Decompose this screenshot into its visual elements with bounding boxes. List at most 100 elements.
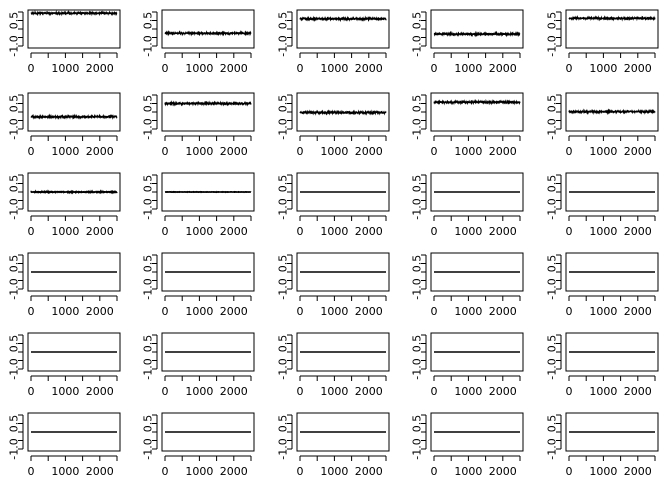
x-tick-label: 1000 (185, 62, 213, 75)
y-tick-label: 0.5 (546, 175, 559, 193)
panel-5: 0 1000 2000 -1.0 0.5 (546, 9, 659, 75)
plot-frame (565, 92, 659, 132)
y-tick-label: -1.0 (277, 198, 290, 219)
plot-frame (27, 252, 121, 292)
x-tick-label: 2000 (489, 385, 517, 398)
y-tick-label: -1.0 (142, 358, 155, 379)
y-tick-label: 0.5 (411, 335, 424, 353)
plot-frame (27, 332, 121, 372)
x-tick-label: 0 (431, 465, 438, 478)
y-tick-label: -1.0 (142, 35, 155, 56)
x-tick-label: 0 (566, 305, 573, 318)
x-tick-label: 0 (162, 225, 169, 238)
y-tick-label: -1.0 (546, 35, 559, 56)
x-tick-label: 0 (431, 145, 438, 158)
x-tick-label: 2000 (624, 465, 652, 478)
y-tick-label: 0.5 (411, 12, 424, 30)
x-tick-label: 0 (162, 385, 169, 398)
x-tick-label: 1000 (51, 465, 79, 478)
plot-frame (161, 9, 255, 49)
panel-17: 0 1000 2000 -1.0 0.5 (142, 252, 255, 318)
plot-frame (296, 412, 390, 452)
x-tick-label: 0 (566, 385, 573, 398)
x-tick-label: 2000 (86, 305, 114, 318)
x-tick-label: 1000 (589, 385, 617, 398)
y-tick-label: -1.0 (546, 198, 559, 219)
y-tick-label: -1.0 (277, 118, 290, 139)
y-tick-label: 0.5 (546, 415, 559, 433)
plot-frame (430, 9, 524, 49)
x-tick-label: 2000 (220, 465, 248, 478)
x-tick-label: 0 (297, 145, 304, 158)
x-tick-label: 0 (431, 305, 438, 318)
series-trace (164, 100, 252, 107)
panel-18: 0 1000 2000 -1.0 0.5 (277, 252, 390, 318)
x-tick-label: 2000 (489, 145, 517, 158)
plot-frame (565, 412, 659, 452)
plot-frame (565, 9, 659, 49)
series-trace (433, 30, 521, 38)
panel-30: 0 1000 2000 -1.0 0.5 (546, 412, 659, 478)
panel-22: 0 1000 2000 -1.0 0.5 (142, 332, 255, 398)
y-tick-label: -1.0 (411, 118, 424, 139)
plot-frame (161, 172, 255, 212)
series-trace (164, 29, 252, 37)
x-tick-label: 0 (431, 385, 438, 398)
y-tick-label: -1.0 (8, 35, 21, 56)
x-tick-label: 2000 (86, 145, 114, 158)
x-tick-label: 1000 (185, 385, 213, 398)
x-tick-label: 0 (28, 62, 35, 75)
y-tick-label: 0.5 (277, 95, 290, 113)
series-trace (433, 98, 521, 106)
x-tick-label: 1000 (589, 465, 617, 478)
x-tick-label: 1000 (589, 62, 617, 75)
plot-frame (296, 9, 390, 49)
x-tick-label: 1000 (454, 145, 482, 158)
panel-14: 0 1000 2000 -1.0 0.5 (411, 172, 524, 238)
x-tick-label: 1000 (185, 305, 213, 318)
plot-frame (565, 332, 659, 372)
x-tick-label: 1000 (320, 225, 348, 238)
y-tick-label: -1.0 (8, 118, 21, 139)
plot-frame (430, 332, 524, 372)
y-tick-label: -1.0 (8, 198, 21, 219)
panel-2: 0 1000 2000 -1.0 0.5 (142, 9, 255, 75)
x-tick-label: 1000 (185, 465, 213, 478)
y-tick-label: 0.5 (546, 95, 559, 113)
y-tick-label: -1.0 (546, 358, 559, 379)
y-tick-label: 0.5 (411, 255, 424, 273)
y-tick-label: -1.0 (277, 35, 290, 56)
panel-20: 0 1000 2000 -1.0 0.5 (546, 252, 659, 318)
series-trace (30, 189, 118, 195)
x-tick-label: 2000 (86, 385, 114, 398)
x-tick-label: 0 (297, 465, 304, 478)
y-tick-label: -1.0 (546, 118, 559, 139)
panel-26: 0 1000 2000 -1.0 0.5 (8, 412, 121, 478)
x-tick-label: 2000 (86, 225, 114, 238)
y-tick-label: 0.5 (8, 335, 21, 353)
panel-15: 0 1000 2000 -1.0 0.5 (546, 172, 659, 238)
y-tick-label: 0.5 (142, 415, 155, 433)
x-tick-label: 0 (297, 225, 304, 238)
y-tick-label: 0.5 (142, 255, 155, 273)
x-tick-label: 1000 (320, 145, 348, 158)
y-tick-label: 0.5 (277, 415, 290, 433)
x-tick-label: 2000 (624, 385, 652, 398)
panel-9: 0 1000 2000 -1.0 0.5 (411, 92, 524, 158)
y-tick-label: -1.0 (8, 278, 21, 299)
x-tick-label: 0 (162, 305, 169, 318)
x-tick-label: 0 (28, 225, 35, 238)
x-tick-label: 2000 (220, 305, 248, 318)
y-tick-label: 0.5 (411, 95, 424, 113)
y-tick-label: -1.0 (142, 198, 155, 219)
panel-12: 0 1000 2000 -1.0 0.5 (142, 172, 255, 238)
y-tick-label: 0.5 (546, 255, 559, 273)
plot-frame (27, 172, 121, 212)
y-tick-label: -1.0 (277, 278, 290, 299)
y-tick-label: 0.5 (8, 95, 21, 113)
y-tick-label: 0.5 (277, 335, 290, 353)
y-tick-label: 0.5 (277, 12, 290, 30)
x-tick-label: 2000 (355, 465, 383, 478)
x-tick-label: 2000 (220, 145, 248, 158)
